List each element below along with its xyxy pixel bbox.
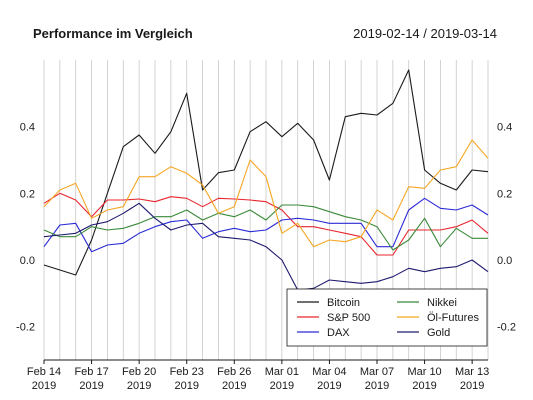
x-tick-label: Mar 13 — [455, 366, 489, 378]
y-tick-label-right: 0.0 — [497, 255, 512, 267]
y-tick-label-right: 0.4 — [497, 122, 512, 134]
x-tick-label: Feb 20 — [122, 366, 156, 378]
series-line-nikkei — [43, 204, 488, 251]
series-line-s-p-500 — [43, 192, 489, 256]
x-tick-year: 2019 — [460, 380, 484, 392]
x-tick-year: 2019 — [79, 380, 103, 392]
x-tick-year: 2019 — [365, 380, 389, 392]
x-tick-year: 2019 — [317, 380, 341, 392]
y-tick-label-left: -0.2 — [16, 322, 35, 334]
x-tick-label: Mar 01 — [265, 366, 299, 378]
x-tick-year: 2019 — [127, 380, 151, 392]
x-tick-label: Mar 04 — [312, 366, 346, 378]
x-tick-label: Feb 14 — [27, 366, 61, 378]
x-tick-year: 2019 — [270, 380, 294, 392]
x-tick-year: 2019 — [174, 380, 198, 392]
x-tick-label: Mar 10 — [407, 366, 441, 378]
x-tick-label: Feb 23 — [170, 366, 204, 378]
x-tick-label: Feb 26 — [217, 366, 251, 378]
x-tick-label: Mar 07 — [360, 366, 394, 378]
legend-label: Öl-Futures — [427, 312, 479, 324]
grid-lines — [43, 60, 489, 360]
legend-label: Bitcoin — [327, 297, 360, 309]
legend-label: Nikkei — [427, 297, 457, 309]
y-tick-label-right: -0.2 — [497, 322, 516, 334]
y-tick-label-left: 0.0 — [20, 255, 35, 267]
x-tick-year: 2019 — [412, 380, 436, 392]
x-tick-year: 2019 — [32, 380, 56, 392]
y-tick-label-left: 0.4 — [20, 122, 35, 134]
x-tick-label: Feb 17 — [74, 366, 108, 378]
y-tick-label-right: 0.2 — [497, 188, 512, 200]
legend-label: Gold — [427, 327, 450, 339]
chart-title: Performance im Vergleich — [33, 26, 193, 41]
series-line-l-futures — [43, 139, 489, 248]
series-line-dax — [43, 197, 489, 253]
series-line-gold — [43, 202, 489, 291]
series-line-bitcoin — [43, 69, 489, 276]
date-range-label: 2019-02-14 / 2019-03-14 — [353, 26, 497, 41]
y-tick-label-left: 0.2 — [20, 188, 35, 200]
legend-label: DAX — [327, 327, 350, 339]
x-tick-year: 2019 — [222, 380, 246, 392]
legend: Bitcoin S&P 500 DAX Nikkei Öl-Futures Gold — [286, 288, 488, 347]
legend-label: S&P 500 — [327, 312, 370, 324]
legend-box — [286, 288, 488, 347]
